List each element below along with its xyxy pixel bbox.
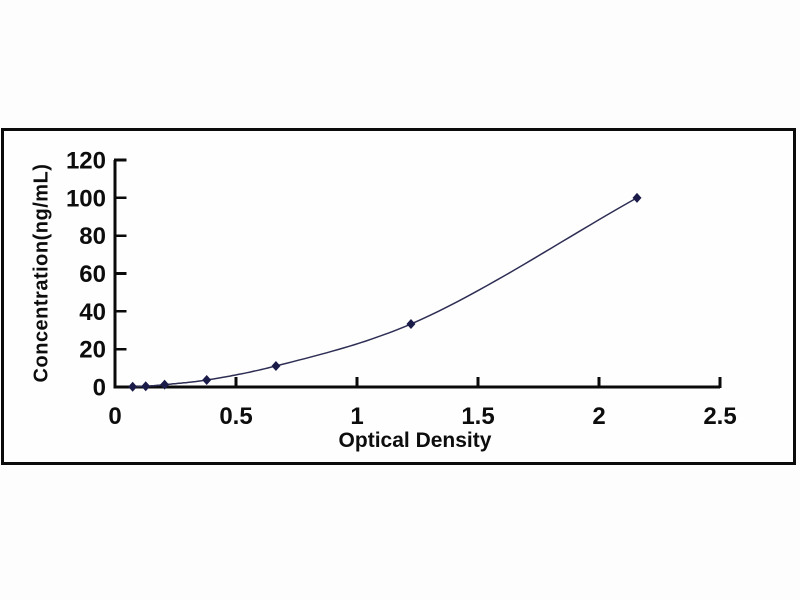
x-tick-label: 1.5 bbox=[461, 403, 494, 430]
curve-path bbox=[132, 197, 638, 388]
data-point-marker bbox=[632, 192, 642, 203]
y-tick-label: 60 bbox=[79, 261, 106, 288]
x-tick-label: 1 bbox=[350, 403, 363, 430]
axes bbox=[113, 160, 720, 389]
y-tick-label: 100 bbox=[66, 185, 106, 212]
chart-frame bbox=[1, 128, 796, 465]
x-tick-label: 0.5 bbox=[219, 403, 252, 430]
data-point-marker bbox=[128, 381, 138, 392]
x-tick-label: 0 bbox=[108, 403, 121, 430]
data-point-markers bbox=[128, 192, 642, 392]
y-axis-title: Concentration(ng/mL) bbox=[30, 163, 53, 383]
x-tick-label: 2.5 bbox=[703, 403, 736, 430]
y-tick-label: 0 bbox=[93, 375, 106, 402]
standard-curve-line bbox=[132, 197, 638, 388]
data-point-marker bbox=[141, 381, 151, 392]
data-point-marker bbox=[160, 379, 170, 390]
x-tick-labels: 0 0.5 1 1.5 2 2.5 bbox=[108, 403, 736, 430]
y-tick-label: 80 bbox=[79, 223, 106, 250]
data-point-marker bbox=[271, 360, 281, 371]
y-tick-labels: 0 20 40 60 80 100 120 bbox=[66, 148, 106, 402]
y-tick-label: 40 bbox=[79, 299, 106, 326]
x-tick-label: 2 bbox=[592, 403, 605, 430]
data-point-marker bbox=[202, 375, 212, 386]
axis-lines bbox=[113, 160, 720, 389]
x-axis-title: Optical Density bbox=[338, 429, 492, 452]
y-tick-label: 20 bbox=[79, 337, 106, 364]
axis-ticks bbox=[114, 158, 722, 388]
data-point-marker bbox=[406, 318, 416, 329]
y-tick-label: 120 bbox=[66, 148, 106, 175]
